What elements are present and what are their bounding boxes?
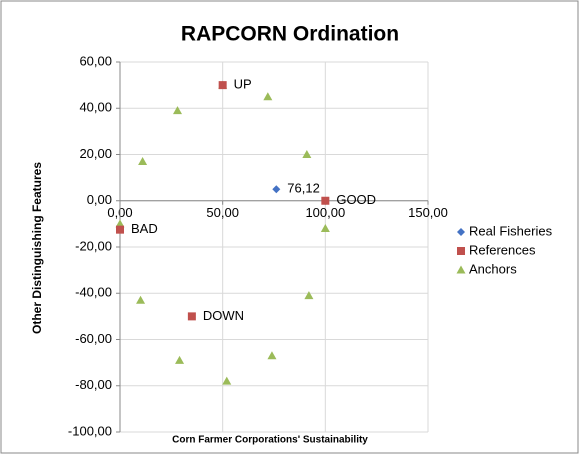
legend-marker [457,247,465,255]
point [115,219,125,228]
point [218,81,227,90]
y-tick-label: 0,00 [87,192,112,207]
x-tick-label: 50,00 [206,205,239,220]
point [267,351,277,360]
y-tick-label: -40,00 [75,285,112,300]
point-label: GOOD [336,192,376,207]
point [304,291,314,300]
point [138,156,148,165]
point [136,295,146,304]
x-tick-label: 150,00 [408,205,448,220]
chart-title: RAPCORN Ordination [181,23,399,46]
point-label: BAD [131,221,158,236]
point-label: UP [234,77,252,92]
y-axis-label: Other Distinguishing Features [30,162,44,334]
y-tick-label: -20,00 [75,238,112,253]
y-tick-label: -100,00 [68,423,112,438]
point-label: 76,12 [287,181,320,196]
y-tick-label: 60,00 [79,53,112,68]
legend-label: References [469,242,536,257]
point [187,312,196,321]
legend-label: Real Fisheries [469,223,553,238]
y-tick-label: 20,00 [79,146,112,161]
point [175,355,185,364]
y-tick-label: 40,00 [79,100,112,115]
point [172,106,182,115]
point [116,225,124,234]
point [320,224,330,232]
point [321,196,330,205]
legend-label: Anchors [469,261,517,276]
x-axis-label: Corn Farmer Corporations' Sustainability [172,435,368,446]
x-tick-label: 100,00 [305,205,345,220]
legend-marker [456,265,466,274]
y-tick-label: -80,00 [75,377,112,392]
legend-marker [457,228,465,236]
point-label: DOWN [203,308,244,323]
point [272,185,281,194]
point [302,150,312,158]
point [263,92,273,101]
point [222,376,232,385]
y-tick-label: -60,00 [75,331,112,346]
